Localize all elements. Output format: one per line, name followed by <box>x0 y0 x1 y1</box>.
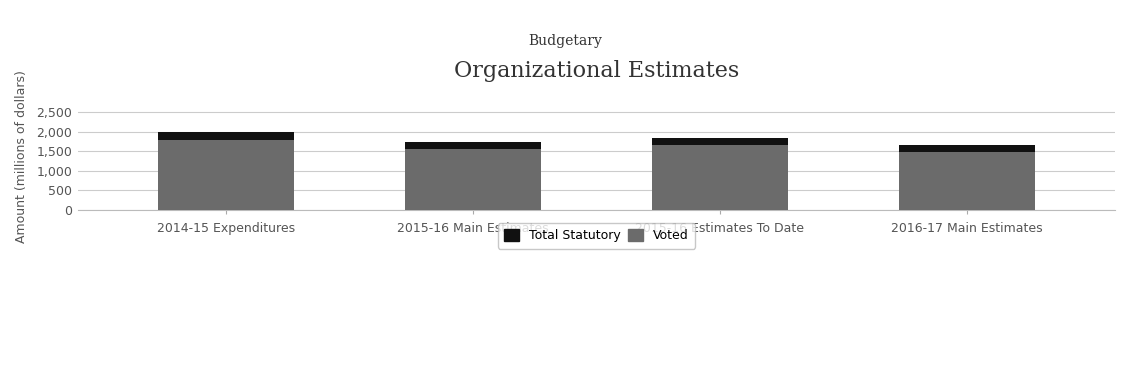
Bar <box>898 146 1035 152</box>
Legend: Total Statutory, Voted: Total Statutory, Voted <box>497 223 695 249</box>
Bar <box>405 149 541 210</box>
Bar <box>652 138 788 146</box>
Y-axis label: Amount (millions of dollars): Amount (millions of dollars) <box>15 70 28 243</box>
Bar <box>158 140 294 210</box>
Text: Budgetary: Budgetary <box>528 34 602 48</box>
Bar <box>158 132 294 140</box>
Bar <box>898 152 1035 210</box>
Title: Organizational Estimates: Organizational Estimates <box>454 61 739 83</box>
Bar <box>652 146 788 210</box>
Bar <box>405 142 541 149</box>
